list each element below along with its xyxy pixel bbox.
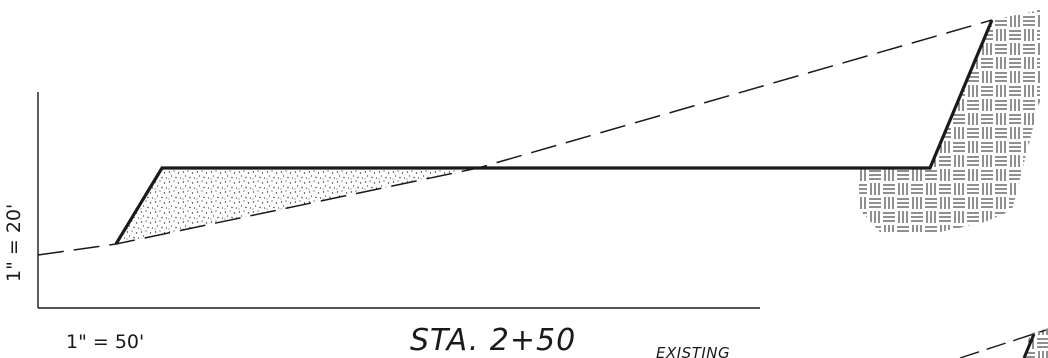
next-section-fragment [959,328,1048,358]
horizontal-scale-label: 1" = 50' [66,331,144,353]
proposed-section-line [114,19,994,245]
station-label: STA. 2+50 [410,323,576,358]
vertical-scale-label: 1" = 20' [3,204,25,282]
axes [37,92,760,309]
existing-ground-line [37,19,993,256]
cut-area [858,10,1040,232]
existing-label: EXISTING [656,344,730,358]
